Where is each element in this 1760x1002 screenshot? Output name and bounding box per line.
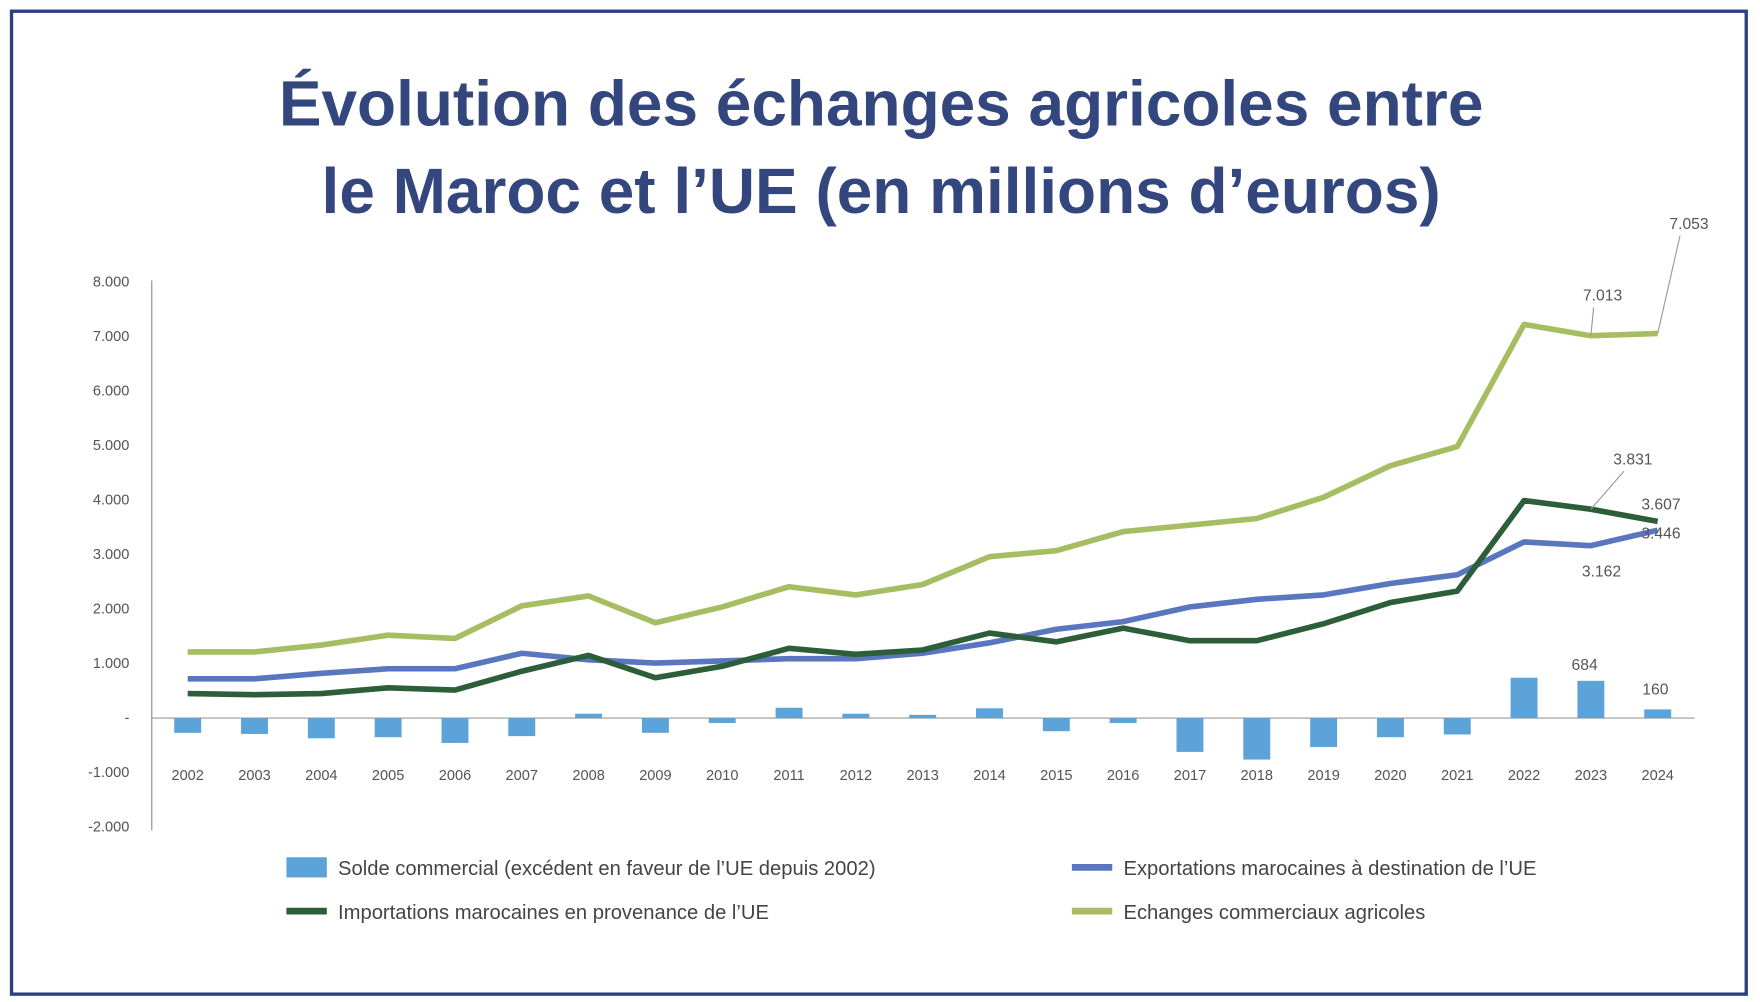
annotation-leader <box>1590 470 1625 510</box>
legend-label: Exportations marocaines à destination de… <box>1123 858 1536 880</box>
data-label: 3.446 <box>1641 526 1681 543</box>
x-tick-label: 2014 <box>973 768 1005 784</box>
bar-solde-2003 <box>241 718 268 734</box>
line-series-2 <box>187 497 1659 698</box>
data-label: 7.053 <box>1669 216 1709 233</box>
x-tick-label: 2018 <box>1241 768 1273 784</box>
bar-solde-2004 <box>307 718 335 739</box>
x-tick-label: 2016 <box>1107 768 1139 784</box>
bar-solde-2017 <box>1176 718 1204 752</box>
x-tick-label: 2008 <box>572 768 604 784</box>
annotation-leader <box>1590 307 1595 336</box>
line-series-1 <box>187 527 1659 682</box>
x-tick-label: 2019 <box>1307 768 1339 784</box>
x-tick-label: 2011 <box>773 768 804 784</box>
x-tick-label: 2015 <box>1040 768 1072 784</box>
bar-solde-2009 <box>641 718 669 733</box>
x-tick-label: 2020 <box>1374 768 1406 784</box>
data-label: 160 <box>1642 682 1668 699</box>
data-label: 7.013 <box>1583 288 1623 305</box>
annotation-leader <box>1657 235 1681 334</box>
x-tick-label: 2013 <box>906 768 938 784</box>
legend-label: Solde commercial (excédent en faveur de … <box>338 858 876 880</box>
y-tick-label: 8.000 <box>93 274 129 290</box>
x-tick-label: 2022 <box>1508 768 1540 784</box>
x-tick-label: 2009 <box>639 768 671 784</box>
bar-solde-2015 <box>1042 718 1070 732</box>
x-tick-label: 2012 <box>840 768 872 784</box>
x-tick-label: 2006 <box>439 768 471 784</box>
chart-title-line-1: Évolution des échanges agricoles entre <box>279 68 1484 140</box>
x-tick-label: 2010 <box>706 768 738 784</box>
x-tick-label: 2002 <box>171 768 203 784</box>
y-tick-label: 6.000 <box>93 383 129 399</box>
bar-solde-2012 <box>842 713 870 719</box>
data-label: 3.162 <box>1582 564 1621 581</box>
y-tick-label: 2.000 <box>93 602 129 618</box>
bar-solde-2010 <box>708 718 736 724</box>
bar-solde-2020 <box>1376 718 1404 738</box>
x-tick-label: 2007 <box>506 768 538 784</box>
bar-solde-2007 <box>508 718 536 737</box>
bar-solde-2014 <box>976 708 1003 719</box>
frame-border <box>9 9 1748 996</box>
y-tick-label: 1.000 <box>93 656 129 672</box>
legend-label: Echanges commerciaux agricoles <box>1123 902 1425 924</box>
x-tick-label: 2005 <box>372 768 404 784</box>
y-tick-label: 7.000 <box>93 329 129 345</box>
data-label: 3.831 <box>1613 452 1652 469</box>
bar-solde-2022 <box>1510 677 1538 719</box>
y-tick-label: - <box>124 711 129 727</box>
y-tick-label: 4.000 <box>93 492 129 508</box>
legend-label: Importations marocaines en provenance de… <box>338 902 769 924</box>
bar-solde-2006 <box>441 718 469 743</box>
bar-solde-2011 <box>775 707 803 719</box>
x-tick-label: 2004 <box>305 768 337 784</box>
data-label: 684 <box>1572 657 1598 674</box>
x-tick-label: 2021 <box>1441 768 1473 784</box>
bar-solde-2019 <box>1310 718 1338 748</box>
x-tick-label: 2003 <box>238 768 270 784</box>
x-tick-label: 2017 <box>1174 768 1206 784</box>
chart-title-line-2: le Maroc et l’UE (en millions d’euros) <box>322 155 1441 227</box>
x-tick-label: 2024 <box>1641 768 1673 784</box>
x-tick-label: 2023 <box>1575 768 1607 784</box>
bar-solde-2023 <box>1577 680 1605 719</box>
bar-solde-2005 <box>374 718 402 738</box>
bar-solde-2002 <box>174 718 202 733</box>
legend-swatch-bar <box>286 857 327 878</box>
y-tick-label: 3.000 <box>93 547 129 563</box>
y-tick-label: 5.000 <box>93 438 129 454</box>
bar-solde-2024 <box>1644 709 1672 719</box>
line-series-3 <box>187 321 1658 655</box>
bar-solde-2013 <box>909 714 937 719</box>
data-label: 3.607 <box>1641 496 1680 513</box>
bar-solde-2018 <box>1243 718 1271 760</box>
y-tick-label: -2.000 <box>88 820 129 836</box>
y-tick-label: -1.000 <box>88 765 129 781</box>
bar-solde-2021 <box>1443 718 1471 735</box>
bar-solde-2008 <box>575 713 603 719</box>
bar-solde-2016 <box>1109 718 1137 724</box>
